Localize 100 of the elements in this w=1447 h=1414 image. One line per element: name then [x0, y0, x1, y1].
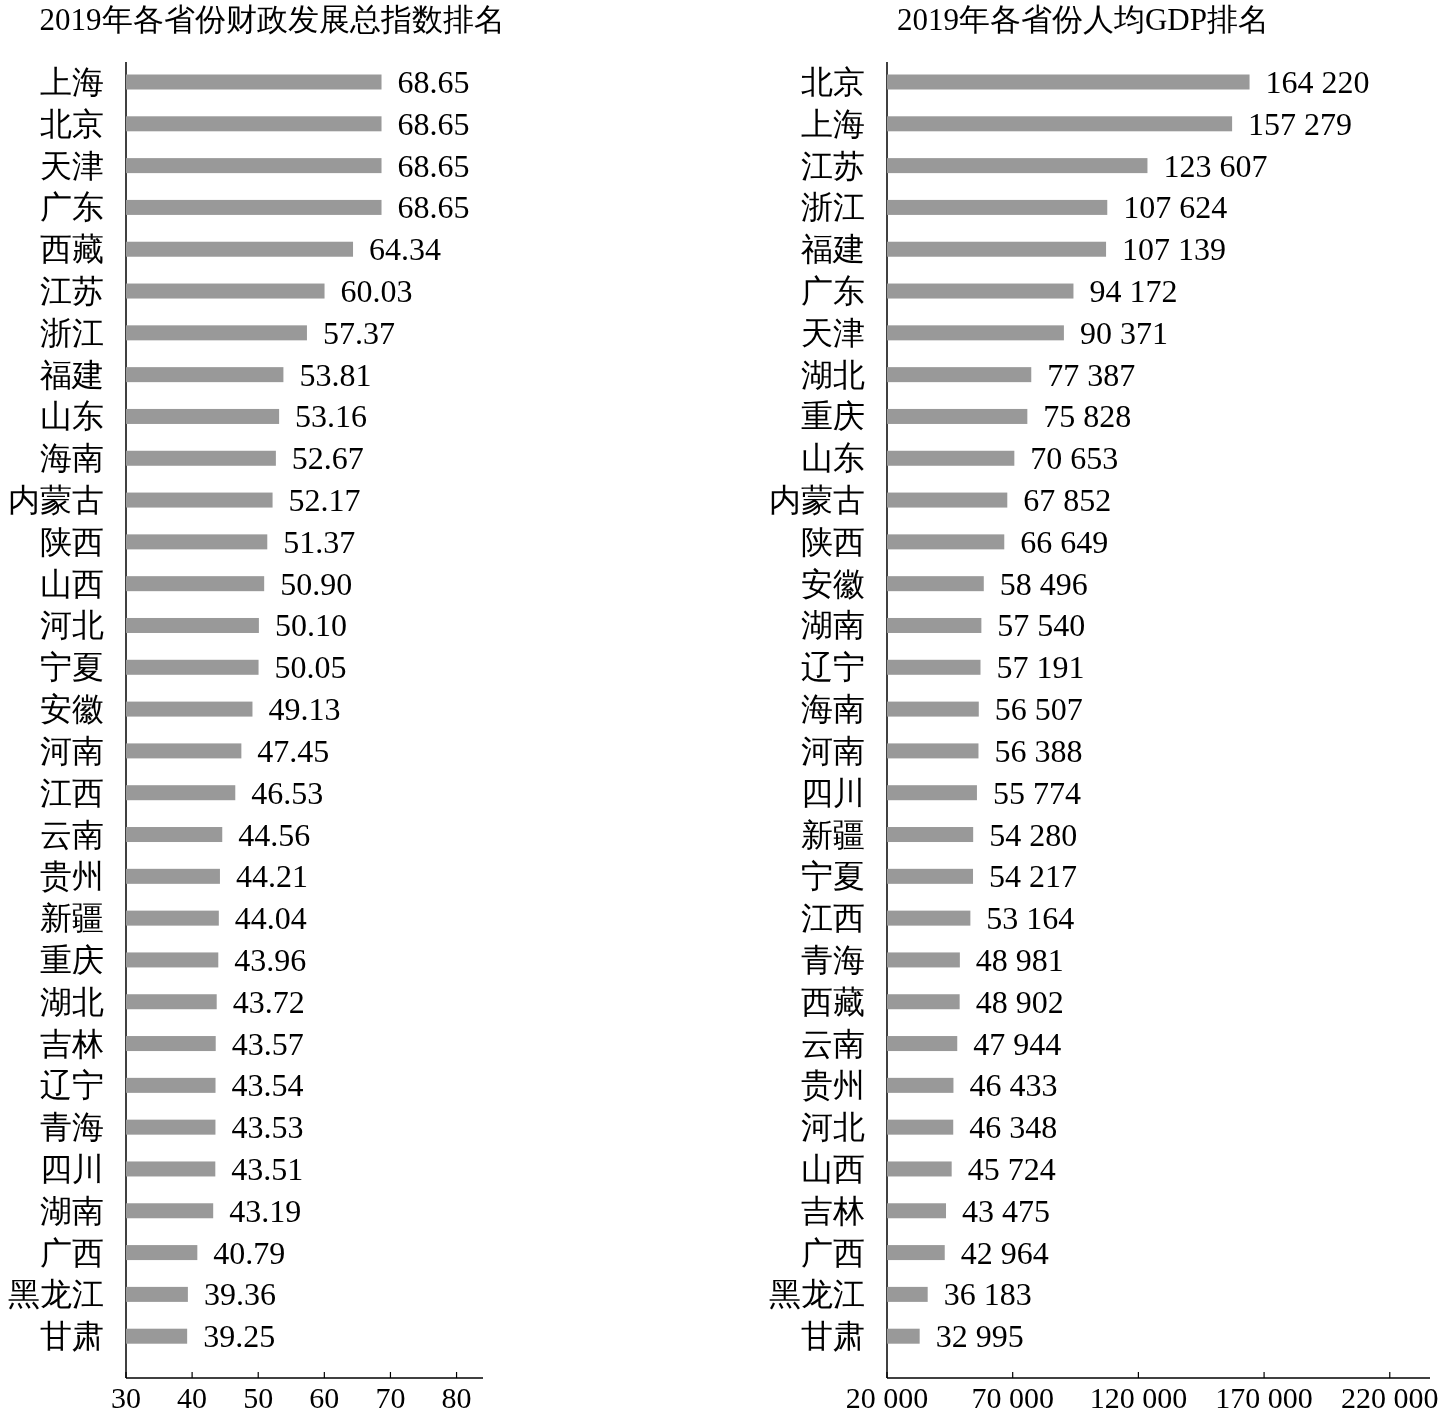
data-label: 66 649	[1020, 523, 1109, 560]
data-label: 68.65	[397, 64, 470, 100]
x-tick-label: 70	[375, 1381, 406, 1414]
data-label: 70 653	[1030, 440, 1119, 477]
data-label: 44.04	[234, 900, 307, 937]
x-tick-label: 40	[177, 1381, 208, 1414]
y-tick-label: 安徽	[801, 565, 865, 602]
y-tick-label: 湖北	[40, 983, 104, 1020]
y-tick-label: 河南	[801, 732, 865, 769]
data-label: 36 183	[943, 1276, 1032, 1313]
y-tick-label: 西藏	[801, 983, 865, 1020]
data-label: 52.17	[288, 482, 361, 519]
y-tick-label: 河北	[40, 607, 104, 644]
data-label: 94 172	[1089, 273, 1178, 310]
x-tick-label: 20 000	[845, 1381, 929, 1414]
y-tick-label: 吉林	[801, 1192, 865, 1229]
y-tick-label: 安徽	[40, 691, 104, 728]
y-tick-label: 福建	[801, 231, 865, 268]
y-tick-label: 浙江	[40, 314, 104, 351]
y-tick-label: 四川	[40, 1150, 104, 1187]
data-label: 46.53	[251, 774, 324, 811]
y-tick-label: 陕西	[40, 523, 104, 560]
y-tick-label: 江西	[801, 900, 865, 937]
data-label: 51.37	[283, 523, 356, 560]
y-tick-label: 山东	[40, 398, 104, 435]
y-tick-label: 山西	[40, 565, 104, 602]
y-tick-label: 上海	[801, 105, 865, 142]
data-label: 58 496	[999, 565, 1088, 602]
data-label: 42 964	[960, 1234, 1049, 1271]
data-label: 107 139	[1122, 231, 1227, 268]
data-label: 50.90	[280, 565, 353, 602]
data-label: 47 944	[973, 1025, 1062, 1062]
y-tick-label: 内蒙古	[8, 482, 104, 519]
data-label: 43.72	[232, 983, 305, 1020]
data-label: 68.65	[397, 189, 470, 226]
data-label: 107 624	[1123, 189, 1228, 226]
y-tick-label: 甘肃	[40, 1318, 104, 1355]
x-tick-label: 80	[441, 1381, 472, 1414]
y-tick-label: 宁夏	[801, 858, 865, 895]
data-label: 53.16	[295, 398, 368, 435]
data-label: 46 348	[969, 1109, 1058, 1146]
data-label: 43.19	[229, 1192, 302, 1229]
y-tick-label: 重庆	[40, 941, 104, 978]
data-label: 43.51	[231, 1150, 304, 1187]
y-tick-label: 四川	[801, 774, 865, 811]
y-tick-label: 吉林	[40, 1025, 104, 1062]
data-label: 44.56	[238, 816, 311, 853]
x-tick-label: 30	[111, 1381, 141, 1414]
y-tick-label: 湖北	[801, 356, 865, 393]
y-tick-label: 陕西	[801, 523, 865, 560]
y-tick-label: 山西	[801, 1150, 865, 1187]
x-tick-label: 60	[309, 1381, 340, 1414]
data-label: 57 191	[996, 649, 1085, 686]
x-tick-label: 70 000	[971, 1381, 1054, 1414]
data-label: 56 388	[994, 732, 1083, 769]
y-tick-label: 上海	[40, 64, 104, 100]
y-tick-label: 天津	[801, 314, 865, 351]
data-label: 40.79	[213, 1234, 286, 1271]
y-tick-label: 广西	[40, 1234, 104, 1271]
y-tick-label: 北京	[40, 105, 104, 142]
y-tick-label: 江苏	[801, 147, 865, 184]
y-tick-label: 贵州	[40, 858, 104, 895]
data-label: 68.65	[397, 147, 470, 184]
data-label: 157 279	[1248, 105, 1353, 142]
y-tick-label: 黑龙江	[8, 1276, 104, 1313]
data-label: 39.25	[203, 1318, 276, 1355]
data-label: 43.57	[231, 1025, 304, 1062]
y-tick-label: 山东	[801, 440, 865, 477]
y-tick-label: 海南	[40, 440, 104, 477]
y-tick-label: 广西	[801, 1234, 865, 1271]
y-tick-label: 辽宁	[801, 649, 865, 686]
y-tick-label: 新疆	[801, 816, 865, 853]
data-label: 60.03	[340, 273, 413, 310]
y-tick-label: 湖南	[40, 1192, 104, 1229]
data-label: 68.65	[397, 105, 470, 142]
data-label: 48 981	[975, 941, 1064, 978]
data-label: 48 902	[975, 983, 1064, 1020]
y-tick-label: 广东	[40, 189, 104, 226]
x-tick-label: 50	[243, 1381, 274, 1414]
y-tick-label: 青海	[40, 1109, 104, 1146]
data-label: 75 828	[1043, 398, 1132, 435]
x-tick-label: 170 000	[1215, 1381, 1313, 1414]
y-tick-label: 西藏	[40, 231, 104, 268]
y-tick-label: 广东	[801, 273, 865, 310]
chart-title: 2019年各省份财政发展总指数排名	[39, 2, 505, 37]
y-tick-label: 湖南	[801, 607, 865, 644]
y-tick-label: 重庆	[801, 398, 865, 435]
y-tick-label: 北京	[801, 64, 865, 100]
data-label: 43.53	[231, 1109, 304, 1146]
y-tick-label: 贵州	[801, 1067, 865, 1104]
y-tick-label: 宁夏	[40, 649, 104, 686]
data-label: 43 475	[962, 1192, 1051, 1229]
y-tick-label: 福建	[40, 356, 104, 393]
data-label: 54 280	[989, 816, 1078, 853]
y-tick-label: 河南	[40, 732, 104, 769]
data-label: 67 852	[1023, 482, 1112, 519]
data-label: 50.10	[274, 607, 347, 644]
y-tick-label: 海南	[801, 691, 865, 728]
data-label: 46 433	[969, 1067, 1058, 1104]
y-tick-label: 内蒙古	[769, 482, 865, 519]
